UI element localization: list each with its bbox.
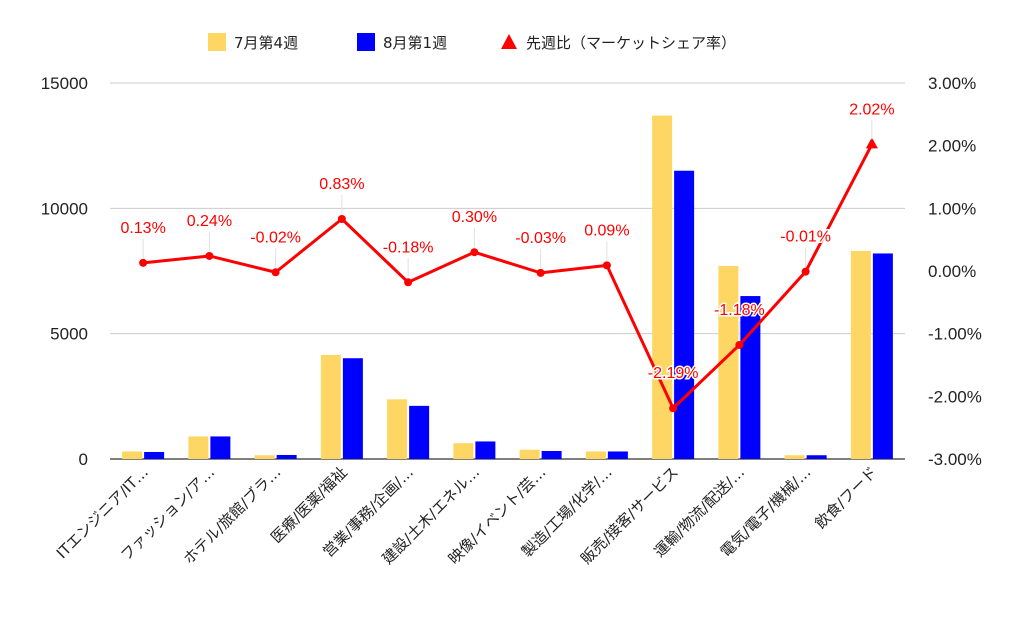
line-path [142,143,874,410]
bar-series-1 [453,443,474,459]
legend-swatch [501,34,517,49]
line-data-label: -2.19% [648,365,699,382]
bar-series-1 [320,354,341,459]
left-tick-label: 5000 [50,325,88,344]
right-tick-label: -2.00% [928,387,982,406]
bar-series-2 [607,451,628,459]
right-tick-label: -1.00% [928,325,982,344]
bars [122,115,893,459]
right-tick-label: 0.00% [928,262,976,281]
line-point [865,137,878,149]
line-point [735,340,744,349]
bar-series-1 [784,455,805,459]
line-point [139,258,148,267]
data-labels: 0.13% 0.24% -0.02% 0.83% -0.18% 0.30% -0.03% 0.… [119,100,896,404]
bar-series-1 [122,451,143,459]
bar-series-1 [850,250,871,459]
line-point [470,248,479,257]
bar-series-2 [806,455,827,459]
bar-series-2 [276,454,297,459]
right-tick-label: -3.00% [928,450,982,469]
line-data-label: 0.30% [452,209,497,226]
bar-series-1 [585,451,606,459]
bar-series-2 [475,441,496,459]
bar-series-2 [210,436,231,459]
line-point [337,214,346,223]
left-tick-label: 10000 [41,199,88,218]
line-data-label: 0.83% [319,176,364,193]
bar-series-2 [541,450,562,459]
line-point [271,268,280,277]
right-axis: -3.00% -2.00% -1.00% 0.00% 1.00% 2.00% 3.00% [928,74,982,469]
bar-series-1 [254,455,275,459]
bar-series-2 [342,358,363,459]
line-data-label: 0.09% [584,222,629,239]
legend: 7月第4週 8月第1週 先週比（マーケットシェア率） [208,33,736,52]
bar-series-1 [387,399,408,459]
line-data-label: -0.01% [780,229,831,246]
bar-series-1 [188,436,209,459]
category-label: 飲食/フード [811,463,880,532]
bar-series-1 [652,115,673,459]
category-labels: ITエンジニア/IT…ファッション/ア…ホテル/旅館/ブラ…医療/医薬/福祉営業… [53,463,881,568]
bar-series-2 [740,296,761,459]
bar-series-2 [409,405,430,459]
legend-swatch [208,33,226,51]
right-tick-label: 2.00% [928,137,976,156]
legend-label: 7月第4週 [234,34,298,52]
left-tick-label: 0 [79,450,88,469]
line-data-label: -0.18% [383,239,434,256]
legend-label: 8月第1週 [383,34,447,52]
left-axis: 0 5000 10000 15000 [41,74,88,469]
line-data-label: -0.03% [515,230,566,247]
line-series [139,137,878,413]
legend-swatch [357,33,375,51]
line-point [602,261,611,270]
line-data-label: 2.02% [849,101,894,118]
line-point [536,268,545,277]
left-tick-label: 15000 [41,74,88,93]
line-data-label: 0.13% [120,220,165,237]
bar-series-1 [718,265,739,459]
right-tick-label: 3.00% [928,74,976,93]
line-data-label: -0.02% [250,229,301,246]
bar-series-2 [144,451,165,459]
line-point [404,278,413,287]
line-data-label: 0.24% [187,213,232,230]
bar-series-1 [519,449,540,459]
line-point [669,404,678,413]
gridlines [110,82,905,460]
line-data-label: -1.18% [714,302,765,319]
line-point [801,267,810,276]
line-point [205,251,214,260]
right-tick-label: 1.00% [928,199,976,218]
legend-label: 先週比（マーケットシェア率） [526,34,736,52]
bar-series-2 [674,170,695,459]
bar-series-2 [872,253,893,459]
